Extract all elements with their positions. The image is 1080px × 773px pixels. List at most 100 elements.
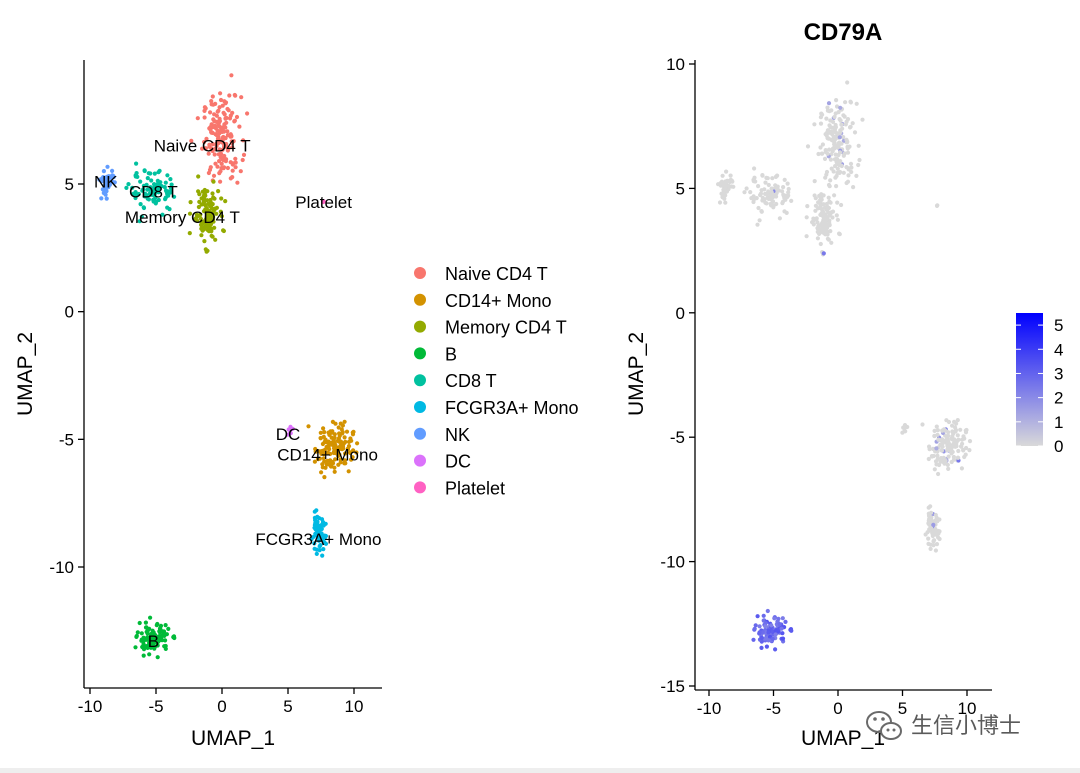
expression-point [826, 101, 832, 106]
expression-point [789, 628, 794, 633]
cluster-point [337, 431, 342, 436]
expression-point [758, 191, 764, 196]
cluster-point [145, 631, 150, 636]
expression-point [813, 203, 819, 208]
expression-point [955, 433, 960, 438]
expression-point [934, 424, 939, 429]
cluster-point [143, 620, 148, 625]
legend-entry: NK [445, 425, 470, 445]
expression-point [828, 129, 834, 135]
cluster-point [196, 174, 201, 179]
y-tick-label: -10 [49, 558, 74, 577]
expression-point [928, 542, 933, 547]
cluster-point [206, 151, 211, 156]
expression-point [824, 133, 829, 138]
cluster-point [141, 653, 146, 658]
expression-point [943, 428, 948, 433]
expression-point [820, 220, 825, 225]
expression-point [763, 180, 768, 185]
cluster-point [228, 132, 233, 137]
expression-point [723, 193, 728, 198]
expression-point [932, 538, 937, 543]
expression-point [835, 144, 840, 150]
expression-point [939, 456, 944, 461]
x-tick-label: -5 [766, 699, 781, 718]
expression-point [956, 455, 961, 460]
cluster-point [326, 440, 331, 445]
cluster-point [162, 633, 167, 639]
expression-point [834, 98, 839, 103]
cluster-point [245, 111, 250, 116]
cluster-point [145, 196, 150, 201]
expression-point [765, 176, 770, 181]
colorbar-tick-label: 2 [1054, 389, 1063, 408]
expression-point [724, 169, 729, 174]
x-tick-label: -10 [697, 699, 722, 718]
cluster-point [322, 430, 327, 435]
colorbar-tick-label: 3 [1054, 364, 1063, 383]
expression-point [839, 202, 844, 208]
expression-point [847, 144, 852, 149]
expression-point [766, 630, 771, 635]
expression-point [772, 616, 777, 621]
expression-point [935, 453, 940, 458]
left-y-axis-label: UMAP_2 [14, 332, 37, 416]
expression-point [849, 169, 854, 175]
x-tick-label: 5 [898, 699, 907, 718]
cluster-point [204, 136, 209, 141]
expression-point [840, 126, 845, 131]
colorbar-tick-label: 0 [1054, 437, 1063, 456]
expression-point [934, 542, 940, 547]
expression-point [837, 150, 843, 155]
expression-point [832, 193, 837, 198]
cluster-point [104, 180, 110, 185]
expression-point [856, 143, 861, 148]
cluster-point [209, 122, 214, 127]
expression-point [829, 166, 834, 171]
cluster-point [134, 161, 139, 166]
cluster-point [151, 185, 157, 190]
expression-point [927, 527, 932, 532]
cluster-point [141, 205, 147, 211]
expression-point [730, 179, 735, 184]
cluster-point [332, 469, 337, 474]
legend-swatch [414, 401, 426, 413]
expression-point [762, 187, 767, 192]
expression-point [763, 621, 768, 626]
expression-point [946, 443, 952, 448]
left-x-ticks: -10 -5 0 5 10 [78, 688, 363, 716]
cluster-point [348, 436, 353, 441]
expression-point [827, 184, 832, 189]
cluster-point [340, 423, 345, 428]
cluster-point [151, 630, 156, 635]
cluster-point [104, 189, 109, 194]
cluster-point [344, 429, 350, 434]
cluster-point [207, 142, 212, 147]
expression-point [837, 170, 842, 175]
cluster-point [342, 419, 347, 424]
y-tick-label: 10 [666, 55, 685, 74]
expression-point [833, 164, 838, 169]
expression-point [945, 462, 950, 467]
expression-point [786, 190, 791, 195]
expression-point [724, 189, 730, 194]
cluster-point [202, 239, 207, 244]
cluster-point [325, 458, 330, 463]
expression-point [902, 425, 907, 430]
expression-point [851, 185, 856, 190]
expression-point [857, 157, 862, 163]
expression-point [932, 433, 937, 439]
expression-point [752, 626, 757, 631]
expression-point [757, 218, 762, 223]
expression-point [786, 193, 791, 198]
expression-point [834, 104, 840, 109]
cluster-point [330, 419, 335, 424]
expression-point [828, 118, 833, 123]
expression-point [742, 190, 747, 195]
cluster-point [209, 99, 214, 104]
expression-point [819, 193, 824, 198]
expression-point [823, 175, 828, 180]
cluster-point [153, 644, 158, 649]
cluster-point [320, 462, 325, 467]
cluster-point [154, 623, 159, 628]
